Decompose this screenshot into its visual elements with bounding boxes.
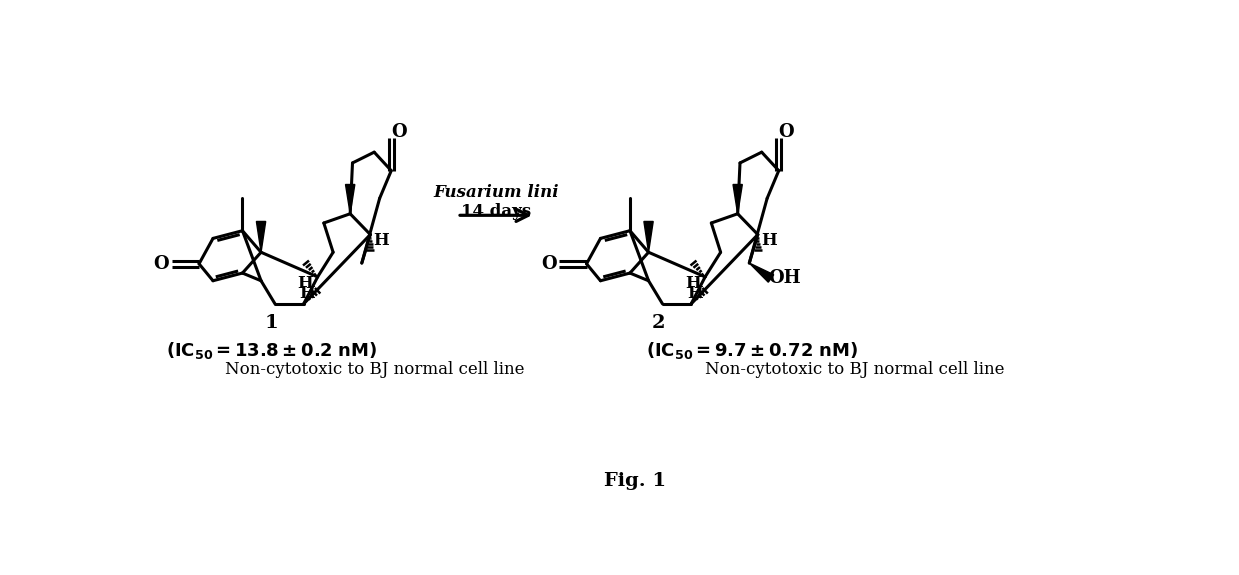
Text: H: H — [297, 274, 313, 292]
Text: H: H — [761, 232, 777, 249]
Polygon shape — [256, 221, 265, 252]
Text: 1: 1 — [264, 314, 278, 332]
Text: $\mathbf{(IC_{50} = 13.8 \pm 0.2\ nM)}$: $\mathbf{(IC_{50} = 13.8 \pm 0.2\ nM)}$ — [166, 340, 377, 361]
Polygon shape — [733, 185, 742, 214]
Text: 2: 2 — [652, 314, 665, 332]
Polygon shape — [346, 185, 354, 214]
Polygon shape — [750, 263, 773, 282]
Text: O: O — [392, 123, 406, 141]
Text: H: H — [685, 274, 700, 292]
Text: $\mathbf{(IC_{50} = 9.7 \pm 0.72\ nM)}$: $\mathbf{(IC_{50} = 9.7 \pm 0.72\ nM)}$ — [646, 340, 857, 361]
Text: Fig. 1: Fig. 1 — [603, 472, 665, 490]
Text: H: H — [373, 232, 389, 249]
Text: Non-cytotoxic to BJ normal cell line: Non-cytotoxic to BJ normal cell line — [224, 361, 524, 378]
Polygon shape — [644, 221, 653, 252]
Text: H: H — [688, 285, 703, 301]
Text: 14 days: 14 days — [461, 203, 532, 220]
Text: Fusarium lini: Fusarium lini — [434, 183, 559, 201]
Text: OH: OH — [768, 270, 802, 288]
Text: H: H — [300, 285, 316, 301]
Text: O: O — [540, 255, 556, 273]
Text: O: O — [778, 123, 794, 141]
Text: O: O — [154, 255, 169, 273]
Text: Non-cytotoxic to BJ normal cell line: Non-cytotoxic to BJ normal cell line — [705, 361, 1005, 378]
